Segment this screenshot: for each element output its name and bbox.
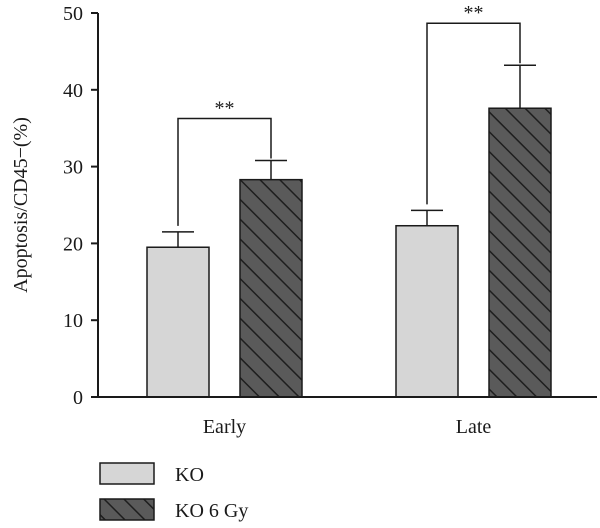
bar-early-ko-6-gy — [239, 178, 303, 398]
legend: KO KO 6 Gy — [99, 462, 248, 522]
significance-brackets: ** ** — [177, 2, 521, 226]
y-tick-label: 50 — [63, 3, 83, 25]
significance-bracket — [426, 22, 521, 205]
significance-label: ** — [464, 2, 484, 24]
y-axis-ticks: 0 10 20 30 40 50 — [63, 3, 98, 409]
bar-early-ko — [146, 246, 210, 398]
x-category-label: Late — [456, 416, 492, 438]
legend-label-ko-6gy: KO 6 Gy — [175, 500, 248, 522]
error-bars — [162, 64, 536, 248]
legend-swatch-ko-6gy — [99, 498, 155, 521]
legend-label-ko: KO — [175, 464, 204, 486]
y-tick-label: 20 — [63, 233, 83, 255]
y-tick-label: 30 — [63, 157, 83, 179]
y-tick-label: 10 — [63, 310, 83, 332]
y-axis-label: Apoptosis/CD45−(%) — [10, 117, 32, 293]
x-category-label: Early — [203, 416, 246, 438]
legend-swatch-ko — [99, 462, 155, 485]
significance-label: ** — [215, 97, 235, 119]
significance-bracket — [177, 117, 272, 226]
x-axis-labels: Early Late — [203, 416, 492, 438]
y-tick-label: 0 — [73, 387, 83, 409]
bars — [146, 107, 552, 398]
y-tick-label: 40 — [63, 80, 83, 102]
bar-late-ko — [395, 224, 459, 398]
bar-late-ko-6-gy — [488, 107, 552, 398]
